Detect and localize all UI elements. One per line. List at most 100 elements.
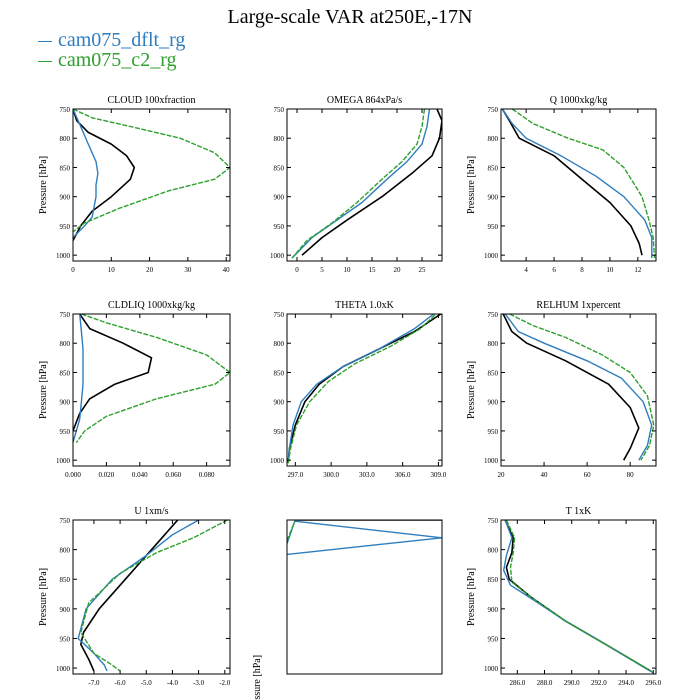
panel-title: T 1xK bbox=[566, 506, 592, 517]
legend: cam075_dflt_rg cam075_c2_rg bbox=[38, 30, 185, 70]
x-tick-label: 0.060 bbox=[165, 471, 181, 479]
chart-panel-1: OMEGA 864xPa/s 750 800 850 900 950 1000 0 5 10 15 2… bbox=[270, 95, 443, 274]
legend-item-dflt: cam075_dflt_rg bbox=[38, 30, 185, 50]
panel-title: THETA 1.0xK bbox=[335, 300, 394, 311]
series-line-1 bbox=[503, 520, 654, 674]
y-tick-label: 900 bbox=[488, 194, 499, 202]
x-tick-label: -2.0 bbox=[219, 679, 231, 687]
chart-panel-5: RELHUM 1xpercent Pressure [hPa] 750 800 850 9… bbox=[466, 300, 657, 479]
series-line-0 bbox=[73, 314, 153, 432]
x-tick-label: -4.0 bbox=[167, 679, 179, 687]
series-group bbox=[287, 520, 442, 556]
x-tick-label: 20 bbox=[498, 471, 506, 479]
y-tick-label: 1000 bbox=[56, 457, 71, 465]
x-tick-label: 0.000 bbox=[65, 471, 81, 479]
series-line-2 bbox=[287, 314, 437, 464]
x-tick-label: 0 bbox=[295, 266, 299, 274]
series-line-0 bbox=[80, 520, 179, 672]
y-tick-label: 800 bbox=[488, 340, 499, 348]
panel-title: Q 1000xkg/kg bbox=[550, 95, 608, 106]
panel-title: CLDLIQ 1000xkg/kg bbox=[108, 300, 195, 311]
y-tick-label: 850 bbox=[274, 164, 285, 172]
x-tick-label: 297.0 bbox=[287, 471, 303, 479]
y-tick-label: 900 bbox=[60, 399, 71, 407]
series-line-1 bbox=[504, 314, 653, 461]
y-tick-label: 850 bbox=[60, 369, 71, 377]
x-tick-label: 0 bbox=[71, 266, 75, 274]
y-tick-label: 950 bbox=[274, 428, 285, 436]
y-tick-label: 950 bbox=[274, 223, 285, 231]
y-tick-label: 950 bbox=[60, 428, 71, 436]
y-tick-label: 750 bbox=[488, 106, 499, 114]
series-group bbox=[73, 314, 230, 444]
y-tick-label: 900 bbox=[274, 399, 285, 407]
series-line-1 bbox=[501, 109, 653, 259]
x-tick-label: 20 bbox=[394, 266, 402, 274]
x-tick-label: -6.0 bbox=[115, 679, 127, 687]
x-tick-label: 306.0 bbox=[395, 471, 411, 479]
x-tick-label: 25 bbox=[419, 266, 427, 274]
plot-frame bbox=[72, 519, 231, 675]
y-axis-label: Pressure [hPa] bbox=[38, 156, 49, 214]
series-line-2 bbox=[75, 314, 230, 444]
legend-label-dflt: cam075_dflt_rg bbox=[58, 29, 186, 51]
x-tick-label: 10 bbox=[108, 266, 116, 274]
y-tick-label: 950 bbox=[488, 428, 499, 436]
panel-title: OMEGA 864xPa/s bbox=[327, 95, 402, 106]
x-tick-label: 286.0 bbox=[509, 679, 525, 687]
series-line-1 bbox=[287, 314, 435, 464]
plot-frame bbox=[500, 519, 657, 675]
y-tick-label: 850 bbox=[274, 369, 285, 377]
series-group bbox=[502, 314, 655, 461]
x-tick-label: 12 bbox=[634, 266, 642, 274]
y-axis-label: Pressure [hPa] bbox=[38, 361, 49, 419]
x-tick-label: 80 bbox=[627, 471, 635, 479]
y-tick-label: 750 bbox=[60, 517, 71, 525]
series-line-2 bbox=[73, 109, 230, 233]
series-line-2 bbox=[80, 520, 228, 672]
x-tick-label: 300.0 bbox=[323, 471, 339, 479]
y-tick-label: 800 bbox=[488, 547, 499, 555]
y-tick-label: 800 bbox=[274, 340, 285, 348]
chart-panel-6: U 1xm/s Pressure [hPa] 750 800 850 900 950 1000… bbox=[38, 506, 231, 687]
series-line-1 bbox=[77, 520, 199, 672]
x-tick-label: 15 bbox=[369, 266, 377, 274]
legend-swatch-c2 bbox=[38, 60, 52, 62]
y-tick-label: 750 bbox=[274, 106, 285, 114]
y-tick-label: 1000 bbox=[56, 252, 71, 260]
series-line-2 bbox=[287, 520, 296, 541]
x-tick-label: 4 bbox=[524, 266, 528, 274]
plot-frame bbox=[286, 519, 443, 675]
y-axis-label: Pressure [hPa] bbox=[466, 361, 477, 419]
panel-title: RELHUM 1xpercent bbox=[536, 300, 620, 311]
x-tick-label: 8 bbox=[580, 266, 584, 274]
y-tick-label: 750 bbox=[488, 311, 499, 319]
y-tick-label: 900 bbox=[488, 606, 499, 614]
x-tick-label: 288.0 bbox=[537, 679, 553, 687]
series-line-0 bbox=[287, 314, 442, 464]
y-tick-label: 850 bbox=[60, 576, 71, 584]
series-group bbox=[503, 520, 654, 674]
x-tick-label: 60 bbox=[584, 471, 592, 479]
x-tick-label: 0.020 bbox=[99, 471, 115, 479]
x-tick-label: 303.0 bbox=[359, 471, 375, 479]
x-tick-label: 20 bbox=[146, 266, 154, 274]
series-line-0 bbox=[301, 109, 442, 256]
x-tick-label: 5 bbox=[320, 266, 324, 274]
chart-panel-2: Q 1000xkg/kg Pressure [hPa] 750 800 850 900 95… bbox=[466, 95, 657, 274]
chart-panel-0: CLOUD 100xfraction Pressure [hPa] 750 800 85… bbox=[38, 95, 231, 274]
x-tick-label: 292.0 bbox=[591, 679, 607, 687]
series-line-0 bbox=[502, 314, 640, 461]
x-tick-label: 0.040 bbox=[132, 471, 148, 479]
x-tick-label: 40 bbox=[541, 471, 549, 479]
y-tick-label: 800 bbox=[488, 135, 499, 143]
y-tick-label: 1000 bbox=[270, 252, 285, 260]
y-axis-label: Pressure [hPa] bbox=[466, 156, 477, 214]
x-tick-label: 0.080 bbox=[199, 471, 215, 479]
plot-frame bbox=[286, 108, 443, 262]
x-tick-label: -7.0 bbox=[88, 679, 100, 687]
y-tick-label: 950 bbox=[60, 223, 71, 231]
x-tick-label: 6 bbox=[552, 266, 556, 274]
